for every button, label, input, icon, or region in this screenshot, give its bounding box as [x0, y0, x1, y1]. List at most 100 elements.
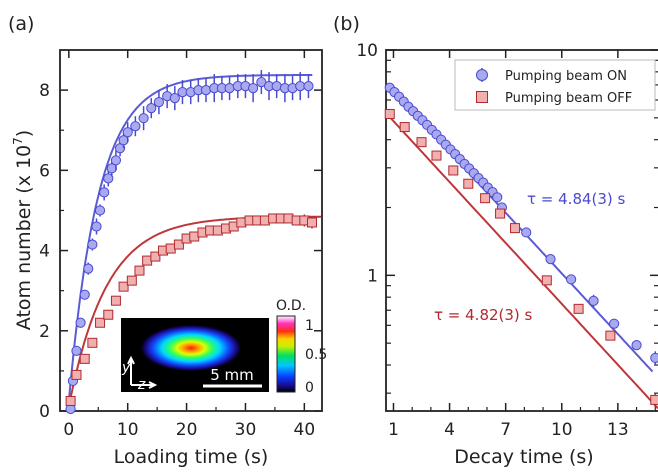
panel-b-frame [385, 49, 658, 412]
panel-a-label: (a) [8, 13, 34, 35]
data-point-square [142, 255, 153, 266]
y-tick-label: 10 [356, 41, 378, 61]
x-tick-label: 4 [444, 420, 455, 440]
x-tick-label: 20 [176, 420, 198, 440]
inset-axis-label-z: z [137, 377, 146, 393]
colorbar-tick-0-5: 0.5 [305, 347, 327, 363]
data-point-square [573, 303, 584, 314]
data-point-square [118, 281, 129, 292]
inset-axis-label-y: y [121, 360, 131, 376]
data-point-square [605, 330, 616, 341]
data-point-circle [91, 221, 102, 232]
y-tick-label: 8 [39, 81, 50, 101]
data-point-square [165, 243, 176, 254]
data-point-square [541, 275, 552, 286]
data-point-circle [75, 317, 86, 328]
legend-frame [454, 59, 656, 111]
x-tick-label: 0 [63, 420, 74, 440]
data-point-circle [588, 295, 599, 307]
data-point-square [189, 231, 200, 242]
x-tick-label: 10 [117, 420, 139, 440]
data-point-square [650, 394, 658, 405]
y-tick-label: 6 [39, 161, 50, 181]
data-point-circle [99, 187, 110, 198]
data-point-circle [130, 121, 141, 132]
data-point-square [510, 223, 521, 234]
data-point-circle [87, 239, 98, 250]
data-point-circle [153, 97, 165, 108]
data-point-circle [521, 227, 532, 238]
data-point-square [236, 217, 247, 228]
data-point-square [150, 251, 161, 262]
panel-a-data-points [65, 70, 317, 415]
annotation-tau-off: τ = 4.82(3) s [434, 306, 533, 324]
data-point-circle [110, 155, 122, 166]
data-point-square [173, 239, 184, 250]
data-point-circle [248, 83, 259, 94]
data-point-square [65, 395, 76, 406]
y-tick-label: 0 [39, 402, 50, 422]
data-point-circle [609, 318, 620, 329]
colorbar-tick-0: 0 [305, 380, 314, 396]
data-point-circle [103, 173, 114, 184]
legend: Pumping beam ON Pumping beam OFF [454, 59, 656, 111]
x-tick-label: 40 [294, 420, 316, 440]
data-point-square [212, 225, 223, 236]
colorbar [276, 315, 296, 393]
data-point-circle [138, 113, 149, 124]
legend-marker-off [476, 91, 488, 103]
colorbar-tick-1: 1 [305, 318, 314, 334]
x-tick-label: 1 [388, 420, 399, 440]
panel-a-x-ticks: 0 10 20 30 40 [63, 50, 315, 440]
data-point-circle [650, 352, 658, 364]
y-tick-label: 2 [39, 322, 50, 342]
data-point-square [71, 369, 82, 380]
panel-a-frame [59, 49, 323, 412]
data-point-circle [492, 192, 503, 203]
panel-b-x-ticks: 1 4 7 10 13 [388, 50, 656, 440]
data-point-circle [631, 340, 642, 351]
panel-b-x-axis-title: Decay time (s) [454, 446, 593, 468]
colorbar-title: O.D. [276, 298, 306, 314]
x-tick-label: 7 [500, 420, 511, 440]
data-point-circle [303, 81, 314, 92]
y-tick-label: 4 [39, 242, 50, 262]
x-tick-label: 30 [235, 420, 257, 440]
data-point-square [95, 317, 106, 328]
data-point-circle [122, 127, 133, 138]
x-tick-label: 10 [551, 420, 573, 440]
data-point-square [134, 265, 145, 276]
data-point-square [259, 215, 270, 226]
data-point-square [110, 295, 121, 306]
scale-bar-label: 5 mm [210, 366, 254, 384]
panel-b-fit-curves [388, 85, 658, 410]
legend-marker-on [476, 69, 488, 81]
fit-line-pump-off [388, 115, 658, 410]
data-point-square [126, 275, 137, 286]
data-point-circle [146, 103, 157, 114]
panel-a-y-axis-title: Atom number (x 107) [11, 130, 35, 330]
legend-label-off: Pumping beam OFF [505, 91, 632, 106]
legend-label-on: Pumping beam ON [505, 69, 627, 84]
data-point-circle [79, 289, 90, 300]
data-point-square [480, 193, 491, 204]
data-point-circle [169, 93, 180, 104]
data-point-square [431, 150, 442, 161]
data-point-square [384, 108, 395, 119]
panel-b-data-points [384, 82, 658, 408]
panel-a-y-ticks: 0 2 4 6 8 [39, 81, 322, 422]
data-point-circle [94, 205, 106, 216]
panel-b-label: (b) [333, 13, 360, 35]
panel-a-x-axis-title: Loading time (s) [114, 446, 269, 468]
absorption-image-inset: y z 5 mm O.D. 1 0.5 0 [121, 298, 327, 396]
data-point-circle [545, 254, 556, 265]
data-point-circle [71, 345, 82, 356]
data-point-square [495, 208, 506, 219]
data-point-square [79, 353, 90, 364]
data-point-circle [224, 83, 235, 94]
data-point-circle [271, 81, 282, 92]
atom-cloud [141, 325, 241, 371]
axes-arrows-icon [127, 355, 158, 389]
